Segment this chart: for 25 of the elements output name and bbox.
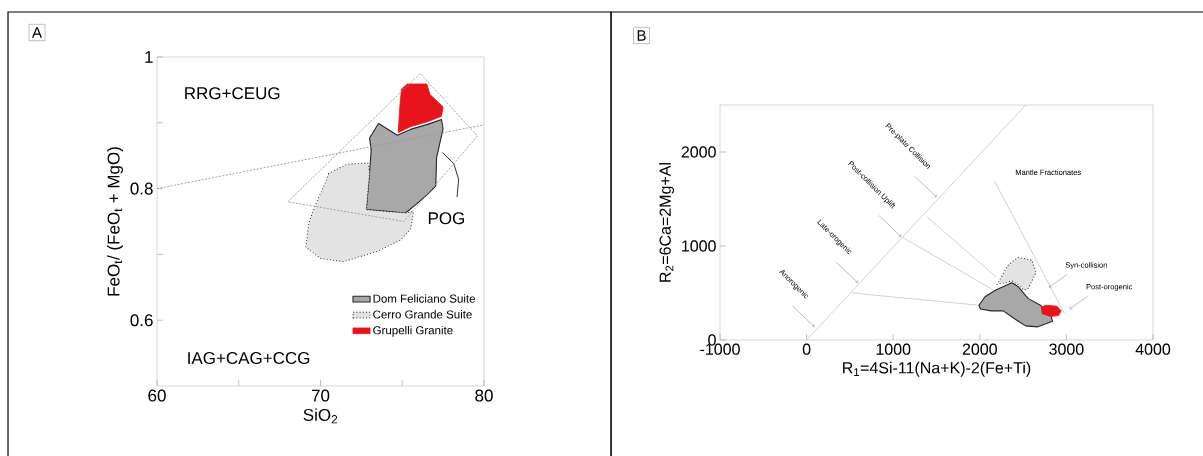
legend-label: Cerro Grande Suite	[373, 310, 472, 319]
x-tick-label: 0	[802, 343, 811, 355]
x-tick-label: 3000	[1049, 343, 1084, 355]
y-tick-label: 0.6	[130, 314, 153, 327]
x-tick-label: 2000	[962, 343, 997, 355]
legend-label: Grupelli Granite	[373, 325, 453, 337]
legend-label: Dom Feliciano Suite	[373, 294, 475, 303]
y-tick-label: 1	[145, 51, 153, 63]
chart-title: B	[637, 30, 646, 41]
y-tick-label: 1000	[682, 240, 716, 252]
y-tick-label: 0.8	[130, 182, 153, 195]
text: A	[32, 27, 42, 38]
x-tick-label: 70	[311, 389, 330, 402]
annotation: RRG+CEUG	[185, 87, 280, 100]
y-axis-title: R$_{2}$=6Ca=2Mg+Al	[659, 163, 675, 282]
x-tick-label: 80	[475, 389, 493, 402]
annotation: POG	[428, 212, 465, 225]
x-tick-label: 4000	[1135, 343, 1171, 355]
annotation: IAG+CAG+CCG	[188, 352, 310, 365]
y-tick-label: 2000	[681, 146, 716, 158]
x-axis-title: SiO$_{2}$	[303, 408, 338, 424]
x-axis-title: R$_{1}$=4Si-11(Na+K)-2(Fe+Ti)	[843, 361, 1031, 377]
x-tick-label: 1000	[876, 343, 911, 355]
y-axis-title: FeO$_{t}$/ (FeO$_{t}$ + MgO)	[107, 147, 123, 296]
x-tick-label: 60	[148, 389, 166, 402]
